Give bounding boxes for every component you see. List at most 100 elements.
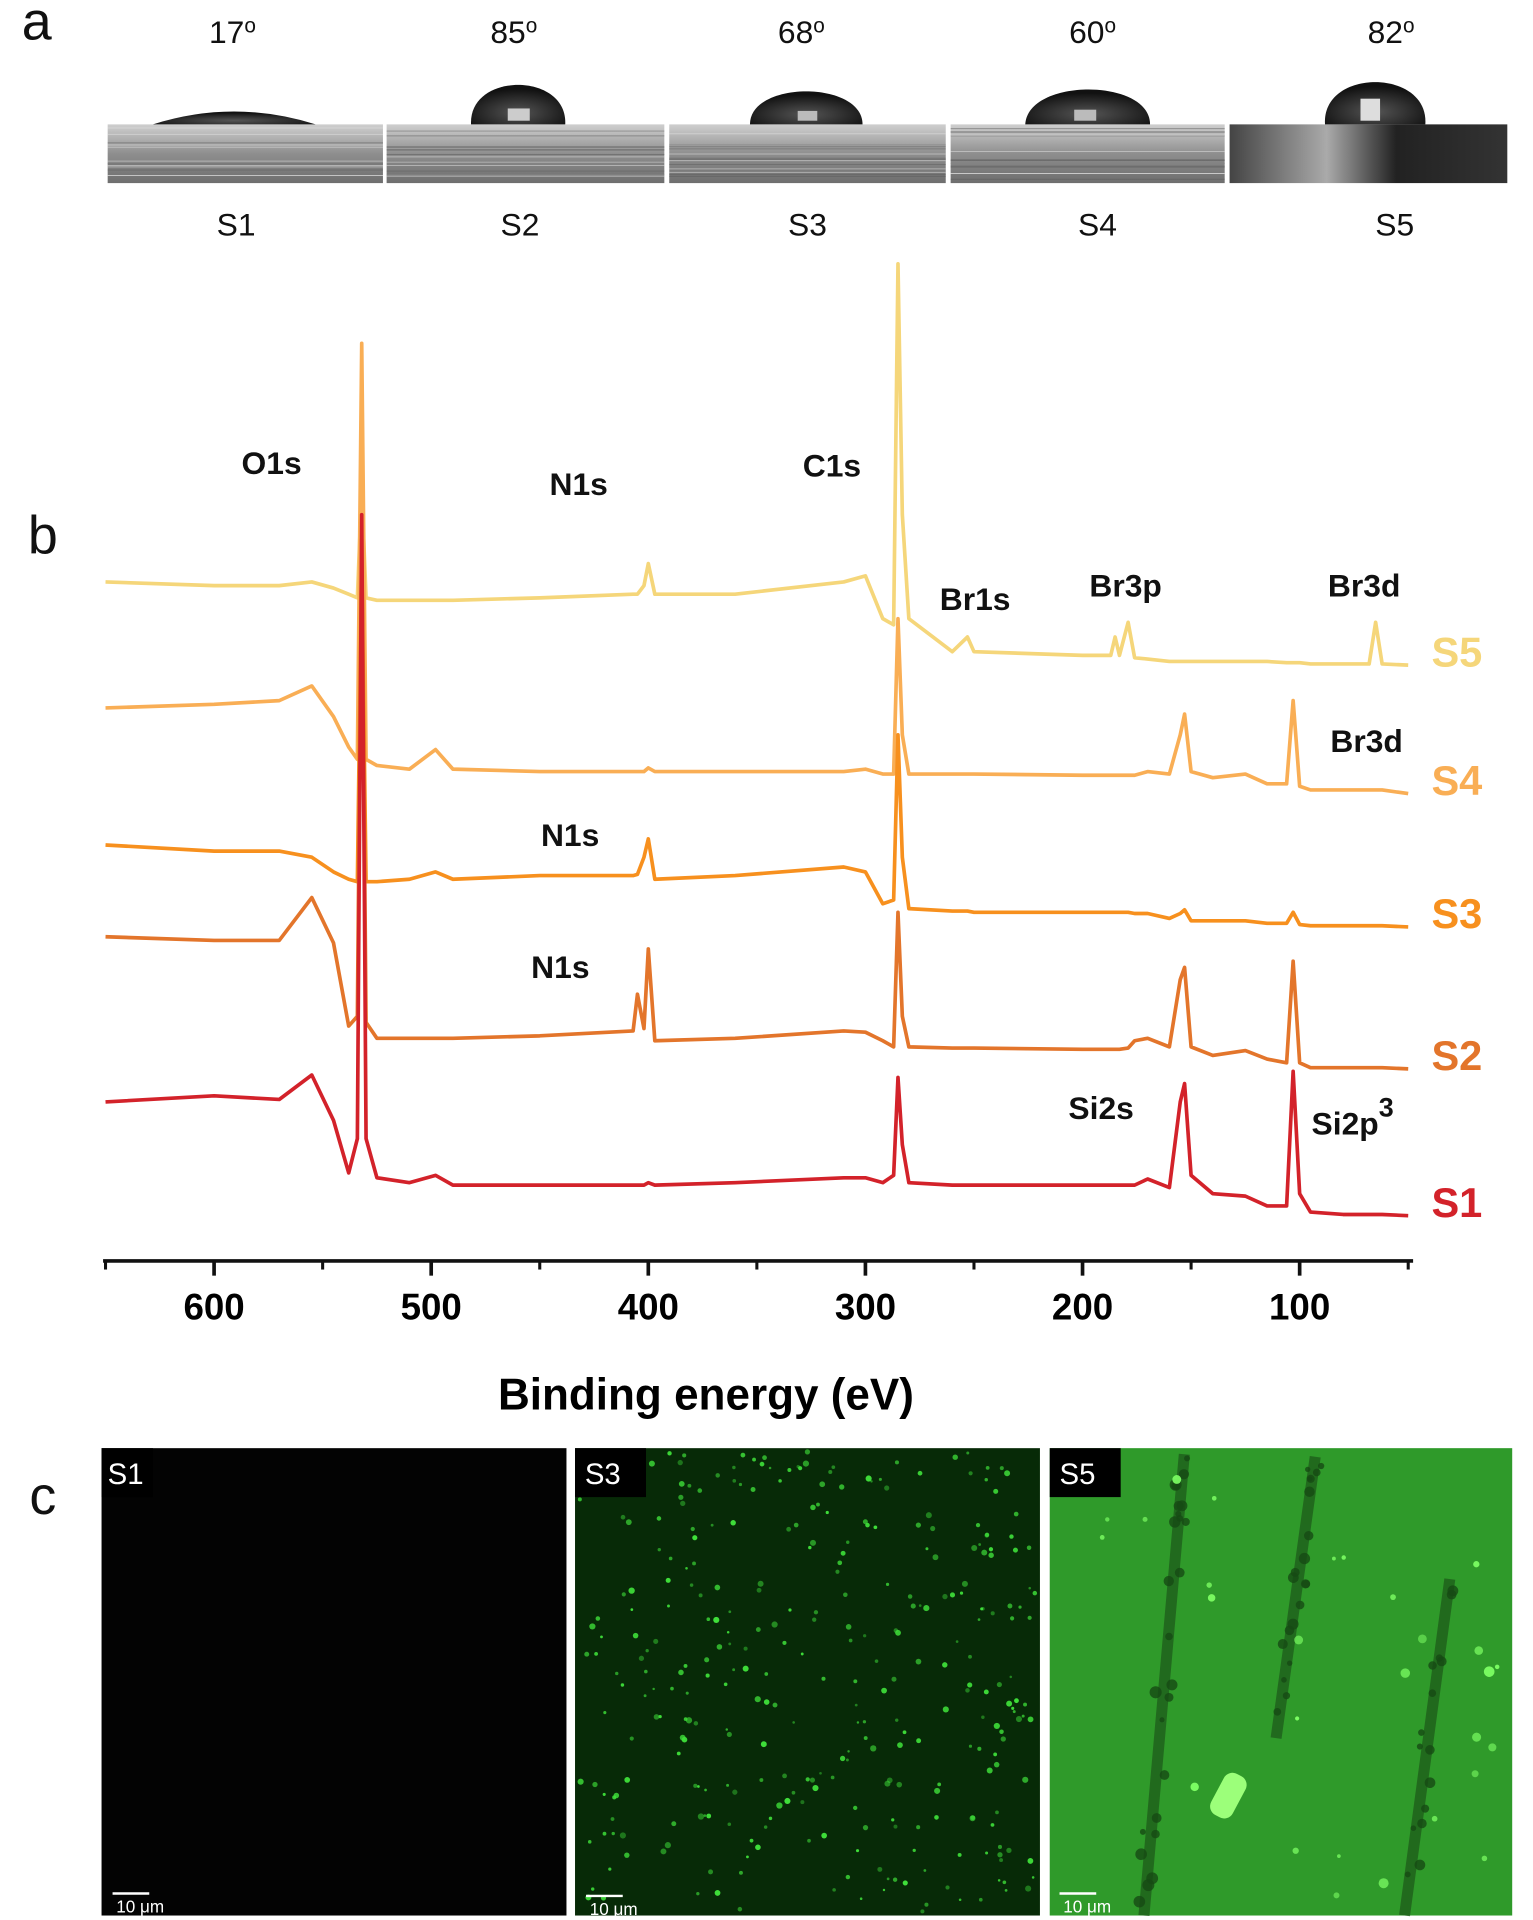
dark-spot xyxy=(1159,1717,1165,1723)
spot xyxy=(1027,1858,1034,1864)
dark-spot xyxy=(1418,1729,1425,1736)
spot xyxy=(710,1523,714,1527)
spot xyxy=(643,1694,647,1698)
spot xyxy=(924,1902,929,1907)
spot xyxy=(676,1751,681,1756)
spot xyxy=(882,1888,886,1892)
spot xyxy=(715,1473,720,1478)
dark-spot xyxy=(1175,1510,1182,1518)
spot xyxy=(771,1621,778,1628)
spot xyxy=(902,1730,907,1735)
spot xyxy=(1206,1582,1212,1588)
spot xyxy=(772,1702,778,1708)
spot xyxy=(1172,1475,1182,1484)
spot xyxy=(1010,1616,1015,1621)
spot xyxy=(1211,1496,1217,1501)
spot xyxy=(830,1775,835,1780)
dark-spot xyxy=(1298,1552,1311,1565)
angle-unit: o xyxy=(813,15,825,38)
spot xyxy=(750,1487,756,1493)
spot xyxy=(896,1781,903,1788)
spot xyxy=(863,1634,867,1638)
spot xyxy=(966,1451,970,1455)
dark-spot xyxy=(1414,1859,1426,1871)
spot xyxy=(625,1519,632,1526)
spot xyxy=(798,1466,803,1471)
peak-annotation: Br3p xyxy=(1089,567,1161,603)
spot xyxy=(793,1522,799,1528)
spot xyxy=(828,1469,833,1474)
dark-spot xyxy=(1307,1476,1313,1482)
spot xyxy=(997,1879,1001,1882)
fluorescence-panel: S1 S3 S5 10 μm 10 μm 10 μm xyxy=(101,1448,1513,1919)
spot xyxy=(894,1460,899,1465)
spot xyxy=(984,1532,990,1538)
spot xyxy=(1012,1710,1016,1714)
spot xyxy=(819,1481,826,1488)
spot xyxy=(620,1514,626,1520)
spot xyxy=(594,1651,599,1656)
spot xyxy=(1023,1702,1028,1707)
spot xyxy=(749,1838,754,1843)
spot xyxy=(1207,1594,1216,1602)
spot xyxy=(704,1657,710,1663)
spot xyxy=(1332,1556,1336,1561)
spot xyxy=(738,1482,743,1487)
spot xyxy=(862,1824,869,1831)
series-label: S4 xyxy=(1431,757,1482,804)
spot xyxy=(997,1844,1003,1850)
spot xyxy=(993,1761,1000,1768)
spot xyxy=(802,1460,810,1467)
droplet xyxy=(470,84,566,125)
spot xyxy=(845,1874,851,1880)
spot xyxy=(1190,1782,1199,1792)
spot xyxy=(1471,1770,1479,1778)
spot xyxy=(863,1736,868,1740)
dark-spot xyxy=(1304,1486,1315,1497)
spot xyxy=(912,1848,916,1852)
spot xyxy=(759,1778,764,1782)
spot xyxy=(732,1789,738,1795)
spot xyxy=(892,1877,898,1882)
spot xyxy=(591,1887,595,1891)
spot xyxy=(762,1455,767,1461)
spot xyxy=(732,1668,736,1672)
spot xyxy=(895,1718,899,1722)
spot xyxy=(968,1654,972,1659)
spot xyxy=(1025,1885,1032,1892)
spot xyxy=(705,1673,710,1678)
angle-value: 82 xyxy=(1368,14,1403,50)
dark-spot xyxy=(1428,1689,1437,1697)
spot xyxy=(839,1484,845,1490)
spot xyxy=(757,1580,764,1587)
dark-spot xyxy=(1318,1462,1325,1470)
spot xyxy=(878,1477,882,1481)
spot xyxy=(999,1466,1004,1471)
spot xyxy=(595,1616,601,1621)
x-tick-label: 400 xyxy=(618,1287,679,1328)
scale-bar-label: 10 μm xyxy=(590,1900,638,1919)
spot xyxy=(632,1632,639,1639)
spot xyxy=(925,1512,932,1519)
spot xyxy=(812,1617,817,1622)
spot xyxy=(1032,1590,1038,1596)
spot xyxy=(683,1717,688,1721)
spot xyxy=(602,1831,607,1836)
spot xyxy=(621,1592,626,1597)
spot xyxy=(805,1777,810,1782)
spot xyxy=(977,1746,982,1751)
spot xyxy=(1105,1517,1110,1522)
angle-value: 85 xyxy=(490,14,525,50)
peak-annotation: C1s xyxy=(803,448,861,484)
spot xyxy=(957,1852,962,1857)
spot xyxy=(784,1797,791,1805)
spot xyxy=(831,1465,836,1470)
spot xyxy=(856,1721,860,1724)
spot xyxy=(1015,1716,1022,1723)
spot xyxy=(893,1824,898,1829)
contact-angle-panel: 17o 85o 68o 60o 82o S1 S2 S3 S4 S5 xyxy=(107,14,1508,243)
spot xyxy=(877,1866,883,1872)
dark-spot xyxy=(1169,1516,1181,1528)
spot xyxy=(723,1682,728,1687)
